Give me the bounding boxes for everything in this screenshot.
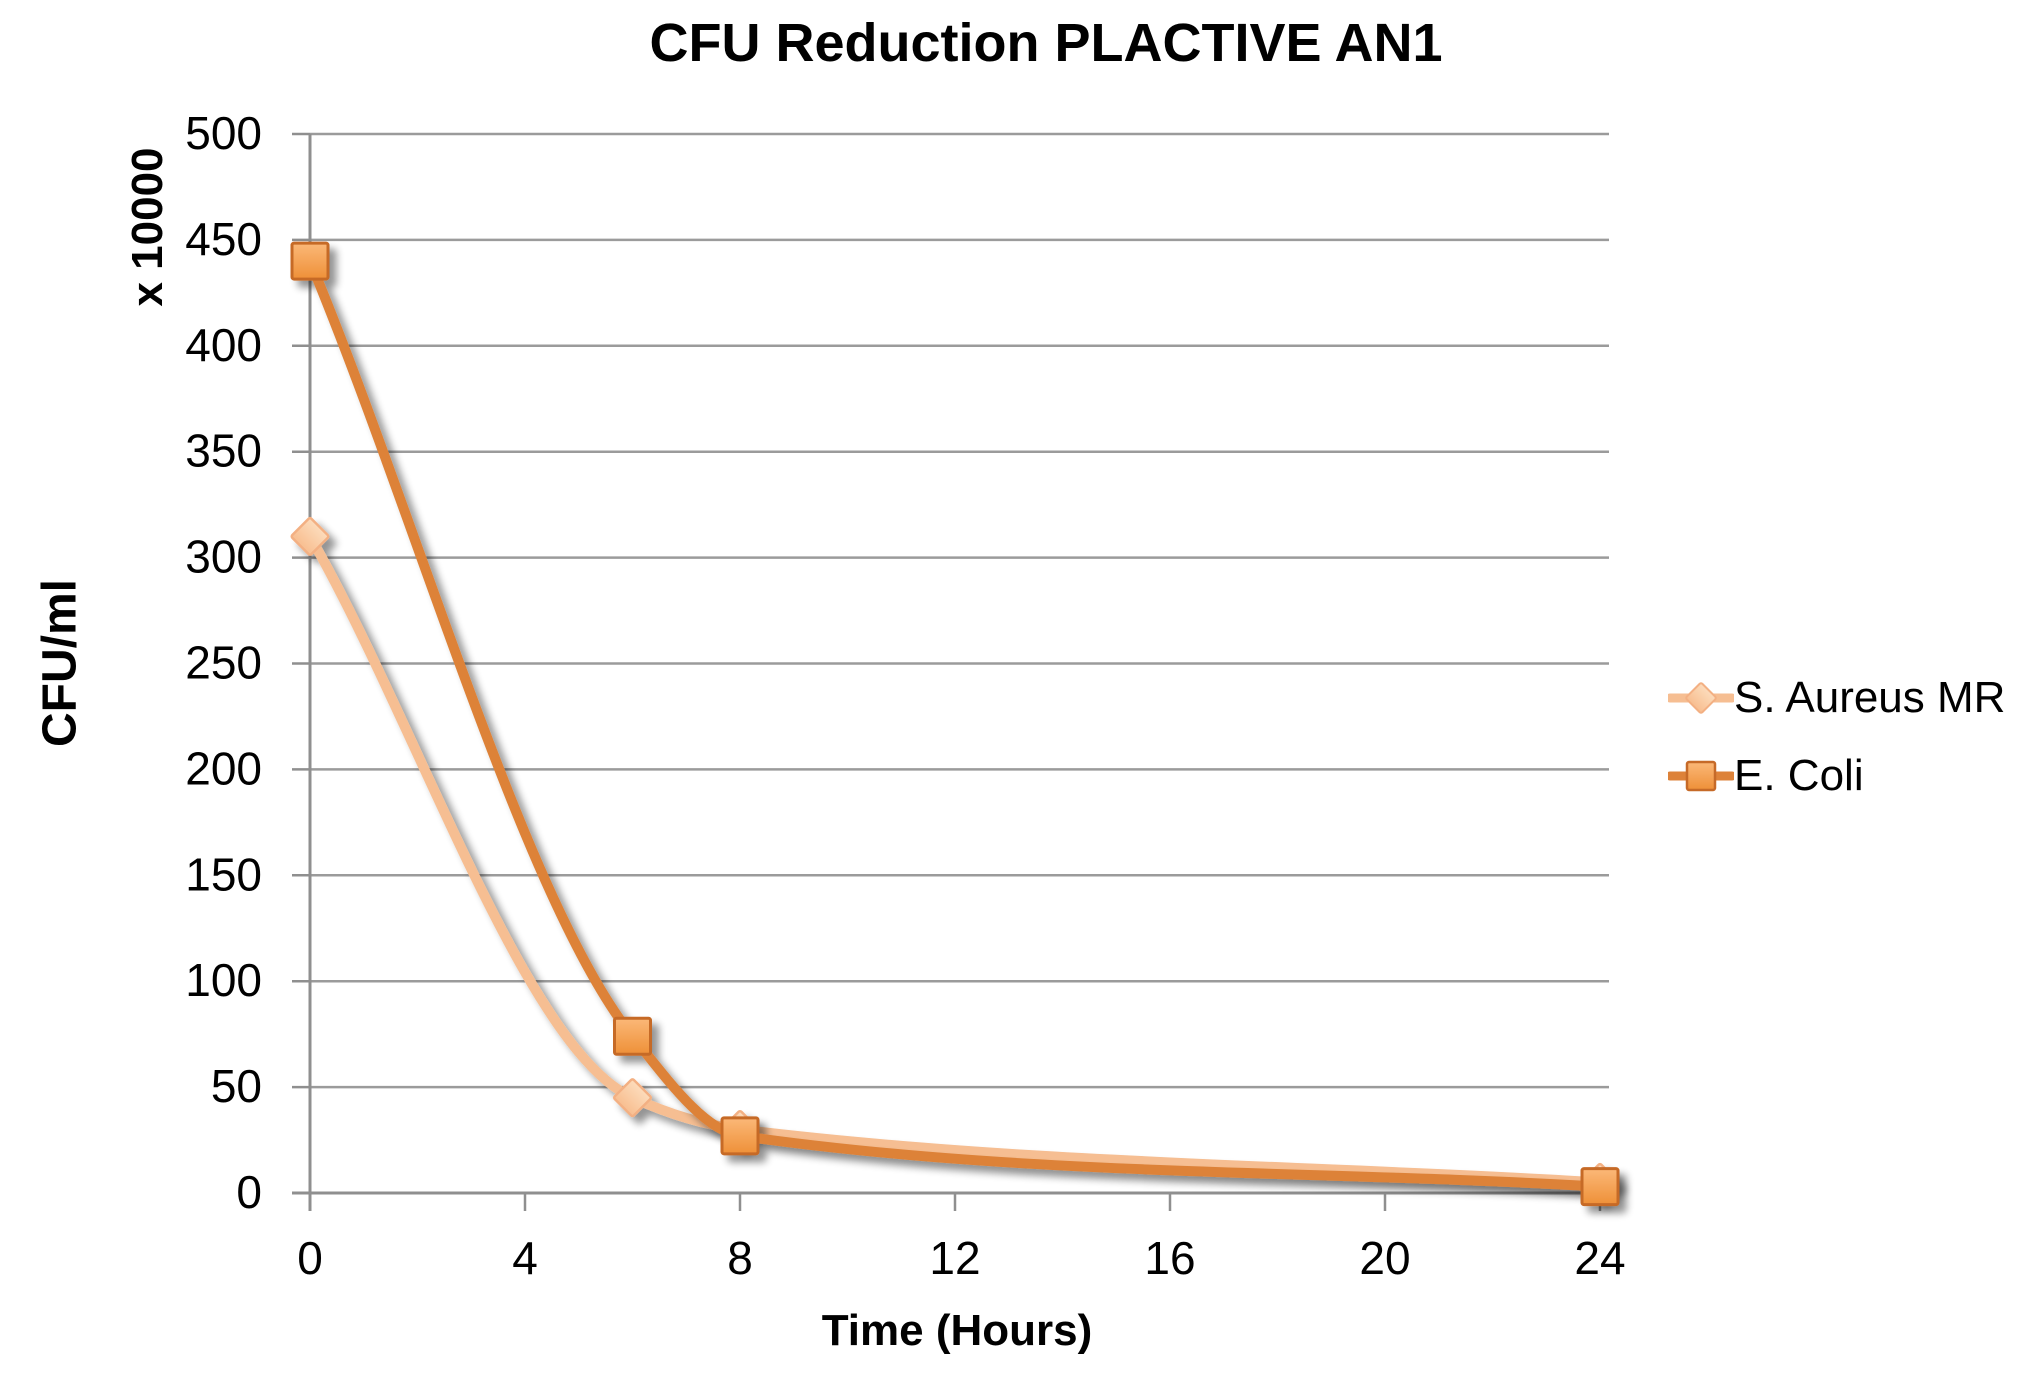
- y-tick-label: 350: [185, 425, 262, 477]
- data-point-marker: [613, 1016, 652, 1056]
- y-tick-label: 50: [211, 1060, 262, 1112]
- y-tick-label: 100: [185, 954, 262, 1006]
- data-point-marker: [1580, 1167, 1620, 1207]
- legend-label: E. Coli: [1734, 751, 1864, 800]
- y-tick-label: 450: [185, 213, 262, 265]
- x-tick-label: 8: [727, 1232, 753, 1284]
- y-tick-label: 250: [185, 637, 262, 689]
- series-line: [305, 256, 1605, 1192]
- legend-label: S. Aureus MR: [1734, 673, 2006, 722]
- x-tick-label: 4: [512, 1232, 538, 1284]
- series-e-coli: [290, 241, 1620, 1207]
- data-point-marker: [720, 1116, 760, 1156]
- chart-title: CFU Reduction PLACTIVE AN1: [649, 13, 1443, 73]
- x-axis-title: Time (Hours): [821, 1306, 1093, 1355]
- legend-marker: [1685, 760, 1717, 792]
- data-point-marker: [612, 1078, 653, 1118]
- x-tick-label: 16: [1144, 1232, 1195, 1284]
- x-tick-label: 0: [297, 1232, 323, 1284]
- x-tick-label: 12: [929, 1232, 980, 1284]
- data-point-marker: [290, 516, 330, 556]
- series-s-aureus-mr: [290, 516, 1620, 1202]
- y-tick-label: 150: [185, 848, 262, 900]
- y-axis-title: CFU/ml: [33, 579, 87, 747]
- legend: S. Aureus MR E. Coli: [1668, 670, 2005, 804]
- x-tick-label: 20: [1359, 1232, 1410, 1284]
- data-point-marker: [290, 241, 330, 281]
- legend-item: S. Aureus MR: [1668, 670, 2005, 726]
- legend-square-swatch-icon: [1668, 760, 1734, 792]
- x-tick-label: 24: [1574, 1232, 1625, 1284]
- legend-item: E. Coli: [1668, 748, 2005, 804]
- y-tick-label: 300: [185, 531, 262, 583]
- y-axis-multiplier: x 10000: [123, 147, 172, 307]
- series-line: [305, 531, 1605, 1188]
- y-tick-label: 400: [185, 319, 262, 371]
- y-tick-label: 0: [236, 1166, 262, 1218]
- legend-marker: [1685, 682, 1717, 714]
- y-tick-label: 200: [185, 742, 262, 794]
- legend-diamond-swatch-icon: [1668, 682, 1734, 714]
- y-tick-label: 500: [185, 107, 262, 159]
